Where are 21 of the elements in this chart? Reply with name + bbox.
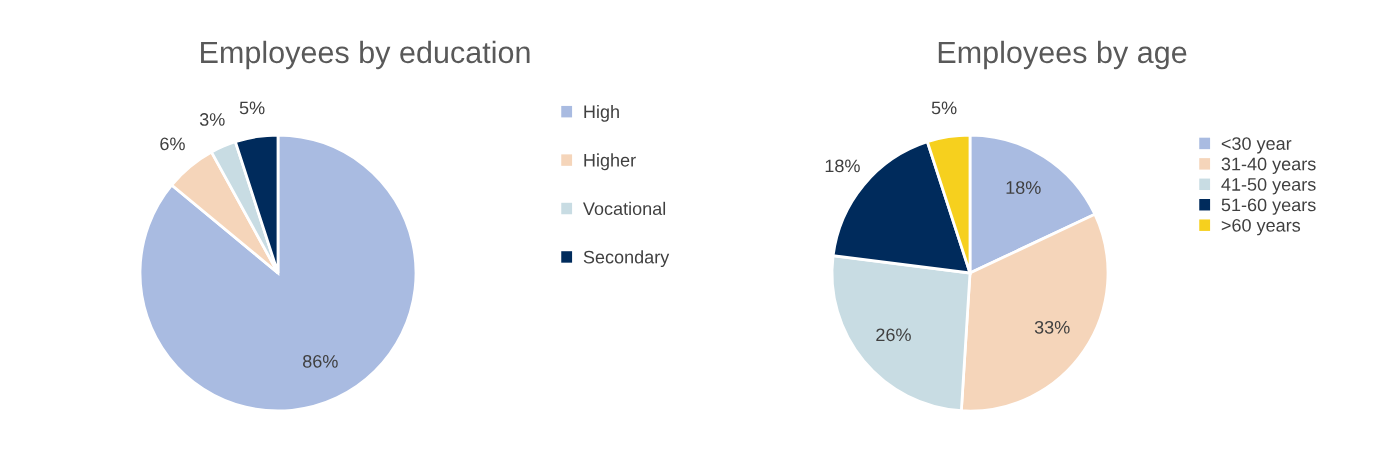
legend-label: Higher bbox=[584, 153, 636, 171]
legend-label: 51-60 years bbox=[1221, 198, 1316, 215]
pie-slice bbox=[138, 133, 418, 413]
legend-label: 31-40 years bbox=[1221, 157, 1316, 174]
data-label: 5% bbox=[931, 101, 957, 115]
legend-label: 41-50 years bbox=[1221, 178, 1316, 195]
legend-label: <30 year bbox=[1221, 137, 1292, 154]
legend-label: High bbox=[584, 104, 619, 122]
chart-title: Employees by education bbox=[201, 40, 530, 70]
data-label: 6% bbox=[160, 137, 185, 151]
data-label: 26% bbox=[876, 328, 911, 342]
data-label: 33% bbox=[1034, 320, 1070, 334]
data-label: 5% bbox=[239, 101, 265, 115]
data-label: 18% bbox=[825, 159, 860, 173]
chart-title: Employees by age bbox=[938, 40, 1187, 70]
legend-label: Vocational bbox=[583, 201, 666, 216]
legend-label: >60 years bbox=[1221, 218, 1301, 236]
data-label: 18% bbox=[1006, 181, 1041, 194]
legend-label: Secondary bbox=[583, 250, 670, 268]
data-label: 86% bbox=[303, 354, 338, 368]
data-label: 3% bbox=[199, 113, 225, 126]
